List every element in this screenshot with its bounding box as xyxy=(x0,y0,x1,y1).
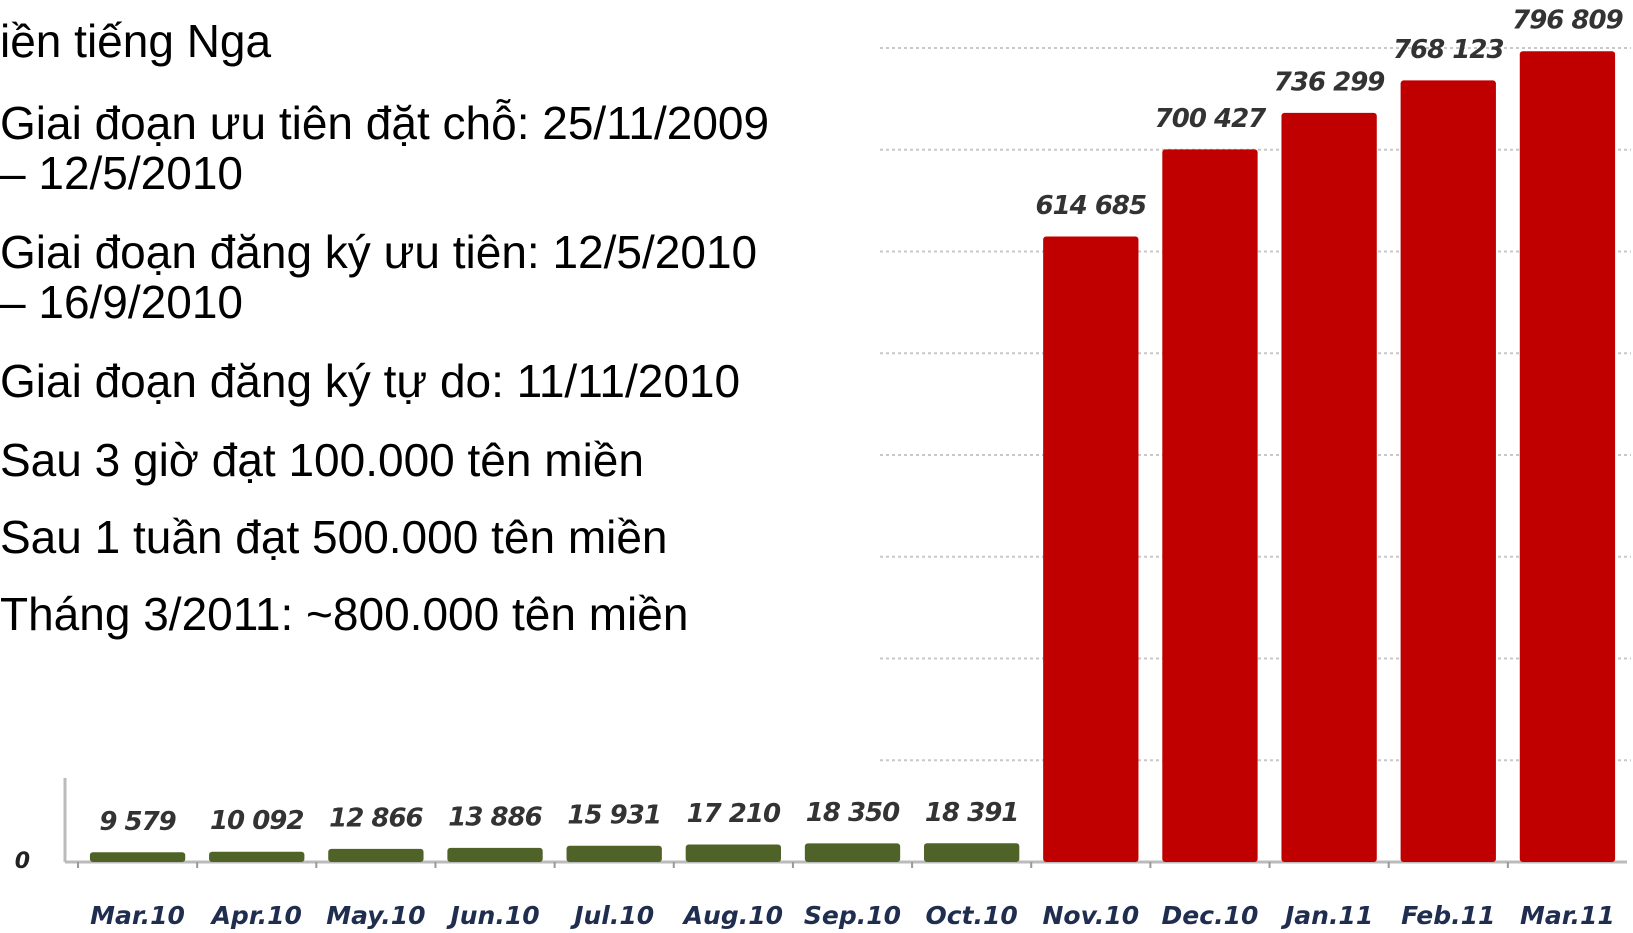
x-tick-label: Nov.10 xyxy=(1042,901,1139,930)
bar xyxy=(1519,51,1616,863)
value-label: 796 809 xyxy=(1512,6,1623,36)
bar xyxy=(1281,112,1377,862)
value-label: 700 427 xyxy=(1155,104,1268,134)
bar xyxy=(1400,80,1496,863)
value-label: 9 579 xyxy=(99,807,175,837)
value-label: 18 350 xyxy=(806,798,900,828)
value-label: 614 685 xyxy=(1036,191,1147,221)
value-label: 15 931 xyxy=(567,800,661,830)
x-tick-label: Apr.10 xyxy=(210,901,302,930)
heading: iền tiếng Nga xyxy=(0,15,272,67)
bullet-line: Sau 1 tuần đạt 500.000 tên miền xyxy=(0,511,668,563)
bar xyxy=(1162,149,1258,862)
x-tick-label: Aug.10 xyxy=(682,901,783,930)
bullet-line: Sau 3 giờ đạt 100.000 tên miền xyxy=(0,434,644,486)
x-tick-label: Mar.11 xyxy=(1520,901,1615,930)
bullet-line: Tháng 3/2011: ~800.000 tên miền xyxy=(0,588,689,640)
bullet-line: Giai đoạn đăng ký tự do: 11/11/2010 xyxy=(0,355,741,407)
bullet-line: – 16/9/2010 xyxy=(0,276,244,328)
x-tick-label: Sep.10 xyxy=(804,901,901,930)
bullet-line: Giai đoạn đăng ký ưu tiên: 12/5/2010 xyxy=(0,226,758,278)
x-tick-label: Jun.10 xyxy=(445,901,539,930)
y-tick-label: 0 xyxy=(15,849,30,874)
bar xyxy=(1043,236,1139,863)
bar xyxy=(566,845,662,862)
bullet-line: – 12/5/2010 xyxy=(0,147,244,199)
bar xyxy=(328,848,424,862)
x-tick-label: May.10 xyxy=(326,901,425,930)
value-label: 17 210 xyxy=(687,799,781,829)
x-tick-label: Feb.11 xyxy=(1401,901,1495,930)
x-tick-label: Jul.10 xyxy=(569,901,654,930)
bar xyxy=(447,847,543,862)
value-label: 13 886 xyxy=(448,802,542,832)
bar xyxy=(209,851,305,862)
x-tick-label: Dec.10 xyxy=(1162,901,1259,930)
value-label: 18 391 xyxy=(925,798,1019,828)
x-tick-label: Oct.10 xyxy=(925,901,1017,930)
value-label: 768 123 xyxy=(1393,35,1504,65)
bar xyxy=(804,843,901,862)
bar xyxy=(89,852,186,862)
value-label: 10 092 xyxy=(210,806,304,836)
bar xyxy=(685,844,782,862)
bullet-line: Giai đoạn ưu tiên đặt chỗ: 25/11/2009 xyxy=(0,97,770,149)
x-tick-label: Mar.10 xyxy=(90,901,185,930)
value-label: 736 299 xyxy=(1274,67,1385,97)
x-tick-label: Jan.11 xyxy=(1280,901,1373,930)
bar xyxy=(923,843,1020,862)
value-label: 12 866 xyxy=(329,803,423,833)
